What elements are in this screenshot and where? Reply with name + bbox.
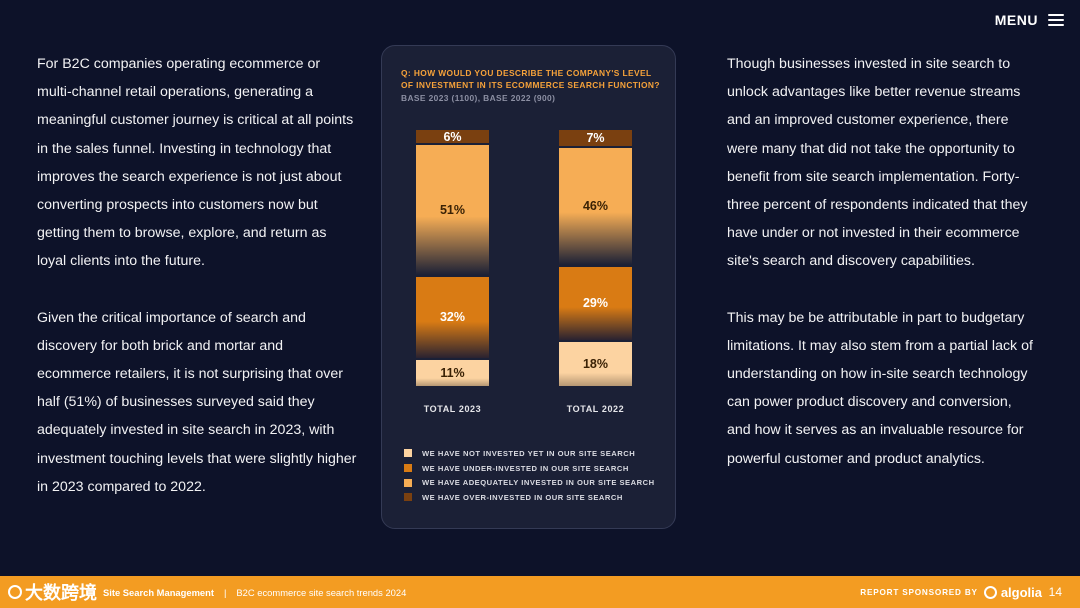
bar-value-label: 18% [582, 356, 609, 371]
bar-value-label: 32% [439, 310, 466, 325]
left-column: For B2C companies operating ecommerce or… [37, 50, 357, 501]
bar-segment: 18% [559, 341, 632, 386]
bar-segment: 7% [559, 130, 632, 147]
question-text: Q: HOW WOULD YOU DESCRIBE THE COMPANY'S … [401, 68, 660, 91]
footer-subtitle: B2C ecommerce site search trends 2024 [236, 586, 407, 598]
legend-item: WE HAVE UNDER-INVESTED IN OUR SITE SEARC… [404, 461, 655, 476]
bar-segment: 29% [559, 266, 632, 340]
bar-segment: 46% [559, 148, 632, 265]
bar-value-label: 6% [443, 129, 462, 144]
footer-bar: 大数跨境 Site Search Management | B2C ecomme… [0, 576, 1080, 608]
algolia-icon [983, 585, 997, 599]
legend-swatch [404, 464, 412, 473]
question-base: BASE 2023 (1100), BASE 2022 (900) [401, 92, 556, 103]
category-label: TOTAL 2022 [566, 404, 625, 414]
legend-label: WE HAVE NOT INVESTED YET IN OUR SITE SEA… [422, 448, 636, 458]
chart-question: Q: HOW WOULD YOU DESCRIBE THE COMPANY'S … [401, 67, 663, 104]
legend-item: WE HAVE ADEQUATELY INVESTED IN OUR SITE … [404, 475, 655, 490]
legend-label: WE HAVE OVER-INVESTED IN OUR SITE SEARCH [422, 492, 623, 502]
menu-button[interactable]: MENU [995, 12, 1064, 28]
bar-value-label: 11% [440, 365, 465, 380]
bar-segment: 11% [416, 359, 489, 386]
algolia-text: algolia [1000, 584, 1042, 600]
category-label: TOTAL 2023 [423, 404, 482, 414]
footer-left: 大数跨境 Site Search Management | B2C ecomme… [8, 579, 406, 605]
legend-item: WE HAVE OVER-INVESTED IN OUR SITE SEARCH [404, 490, 655, 505]
hamburger-icon [1048, 14, 1064, 26]
right-column: Though businesses invested in site searc… [727, 50, 1037, 473]
footer-brand: Site Search Management [103, 586, 214, 598]
right-paragraph-2: This may be be attributable in part to b… [727, 309, 1033, 467]
bar-value-label: 7% [586, 131, 605, 146]
chart-card: Q: HOW WOULD YOU DESCRIBE THE COMPANY'S … [381, 45, 676, 529]
right-paragraph-1: Though businesses invested in site searc… [727, 56, 1028, 270]
footer-separator: | [223, 586, 227, 598]
legend-label: WE HAVE ADEQUATELY INVESTED IN OUR SITE … [422, 478, 655, 488]
legend-swatch [404, 493, 412, 502]
bar-value-label: 46% [582, 199, 609, 214]
legend-label: WE HAVE UNDER-INVESTED IN OUR SITE SEARC… [422, 463, 629, 473]
sponsor-label: REPORT SPONSORED BY [860, 587, 978, 597]
legend-swatch [404, 478, 412, 487]
watermark-logo-icon: 大数跨境 [8, 579, 97, 605]
menu-label: MENU [994, 12, 1038, 28]
legend-swatch [404, 449, 412, 458]
bar-segment: 6% [416, 129, 489, 144]
bar-segment: 32% [416, 277, 489, 358]
left-paragraph-1: For B2C companies operating ecommerce or… [37, 56, 354, 270]
chart-legend: WE HAVE NOT INVESTED YET IN OUR SITE SEA… [404, 446, 655, 505]
stacked-bar-chart: 11% 32% 51% 6% TOTAL 2023 18% 29% 46% 7% TOTAL 20… [382, 46, 677, 530]
footer-sponsor: REPORT SPONSORED BY algolia [860, 585, 1042, 600]
bar-segment: 51% [416, 145, 489, 276]
bar-value-label: 51% [439, 203, 466, 218]
watermark-text: 大数跨境 [25, 583, 97, 603]
bar-value-label: 29% [582, 296, 609, 311]
algolia-logo[interactable]: algolia [983, 584, 1042, 600]
page-number: 14 [1048, 585, 1062, 599]
legend-item: WE HAVE NOT INVESTED YET IN OUR SITE SEA… [404, 446, 655, 461]
left-paragraph-2: Given the critical importance of search … [37, 309, 357, 495]
